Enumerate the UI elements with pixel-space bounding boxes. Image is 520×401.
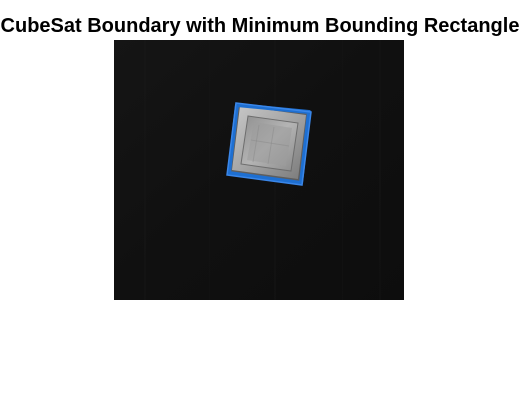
figure-title: CubeSat Boundary with Minimum Bounding R… <box>0 15 520 37</box>
cubesat-boundary <box>227 103 311 185</box>
cubesat-object <box>230 104 308 182</box>
minimum-bounding-rectangle <box>226 102 312 186</box>
cubesat-image <box>114 40 404 300</box>
image-axes <box>114 40 404 300</box>
